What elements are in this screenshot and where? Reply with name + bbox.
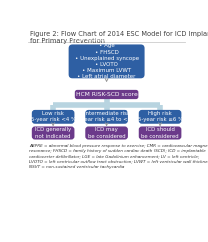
Text: Figure 2: Flow Chart of 2014 ESC Model for ICD Implantation
for Primary Preventi: Figure 2: Flow Chart of 2014 ESC Model f… [30,30,208,44]
Text: HCM RISK-SCD score: HCM RISK-SCD score [76,92,137,97]
FancyBboxPatch shape [69,45,145,78]
Text: Low risk
5-year risk <4 %: Low risk 5-year risk <4 % [31,111,76,122]
Text: High risk
5-year risk ≥6 %: High risk 5-year risk ≥6 % [137,111,183,122]
Text: ICD should
be considered: ICD should be considered [141,127,179,139]
Text: HCM RISK-SCD variables:
• Age
• FHSCD
• Unexplained syncope
• LVOTO
• Maximum LV: HCM RISK-SCD variables: • Age • FHSCD • … [72,37,141,86]
Text: ABPRE = abnormal blood pressure response to exercise; CMR = cardiovascular magne: ABPRE = abnormal blood pressure response… [29,144,208,169]
FancyBboxPatch shape [32,110,74,124]
Text: Intermediate risk
5-year risk ≥4 to <6 %: Intermediate risk 5-year risk ≥4 to <6 % [76,111,137,122]
FancyBboxPatch shape [85,110,128,124]
FancyBboxPatch shape [32,126,74,140]
FancyBboxPatch shape [139,126,181,140]
FancyBboxPatch shape [139,110,181,124]
Text: ICD generally
not indicated: ICD generally not indicated [35,127,71,139]
FancyBboxPatch shape [75,90,138,99]
Text: ICD may
be considered: ICD may be considered [88,127,125,139]
FancyBboxPatch shape [85,126,128,140]
